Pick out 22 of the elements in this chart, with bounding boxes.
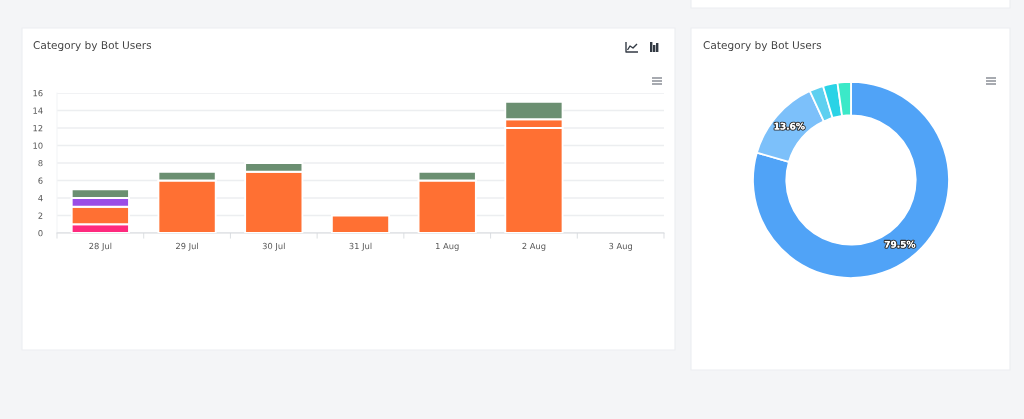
data-label: 13.6% bbox=[774, 122, 805, 130]
x-tick-label: 1 Aug bbox=[436, 242, 459, 251]
y-tick-label: 8 bbox=[38, 159, 43, 167]
x-tick-label: 30 Jul bbox=[262, 242, 285, 251]
data-label: 79.5% bbox=[884, 240, 916, 248]
x-tick-label: 28 Jul bbox=[89, 242, 112, 251]
y-tick-label: 2 bbox=[38, 212, 43, 219]
y-tick-label: 16 bbox=[33, 89, 43, 97]
chart-title: Category by Bot Users bbox=[703, 40, 822, 52]
x-tick-label: 2 Aug bbox=[522, 242, 546, 251]
chart-title: Category by Bot Users bbox=[33, 40, 152, 52]
y-tick-label: 12 bbox=[33, 124, 43, 132]
y-tick-label: 6 bbox=[38, 177, 43, 184]
donut-slice bbox=[752, 81, 950, 279]
y-tick-label: 0 bbox=[38, 229, 43, 237]
x-tick-label: 29 Jul bbox=[176, 242, 198, 251]
y-tick-label: 14 bbox=[33, 107, 43, 114]
y-tick-label: 10 bbox=[33, 142, 43, 149]
x-tick-label: 3 Aug bbox=[609, 242, 632, 251]
bar bbox=[330, 214, 391, 233]
y-tick-label: 4 bbox=[38, 195, 43, 202]
x-tick-label: 31 Jul bbox=[349, 242, 372, 251]
